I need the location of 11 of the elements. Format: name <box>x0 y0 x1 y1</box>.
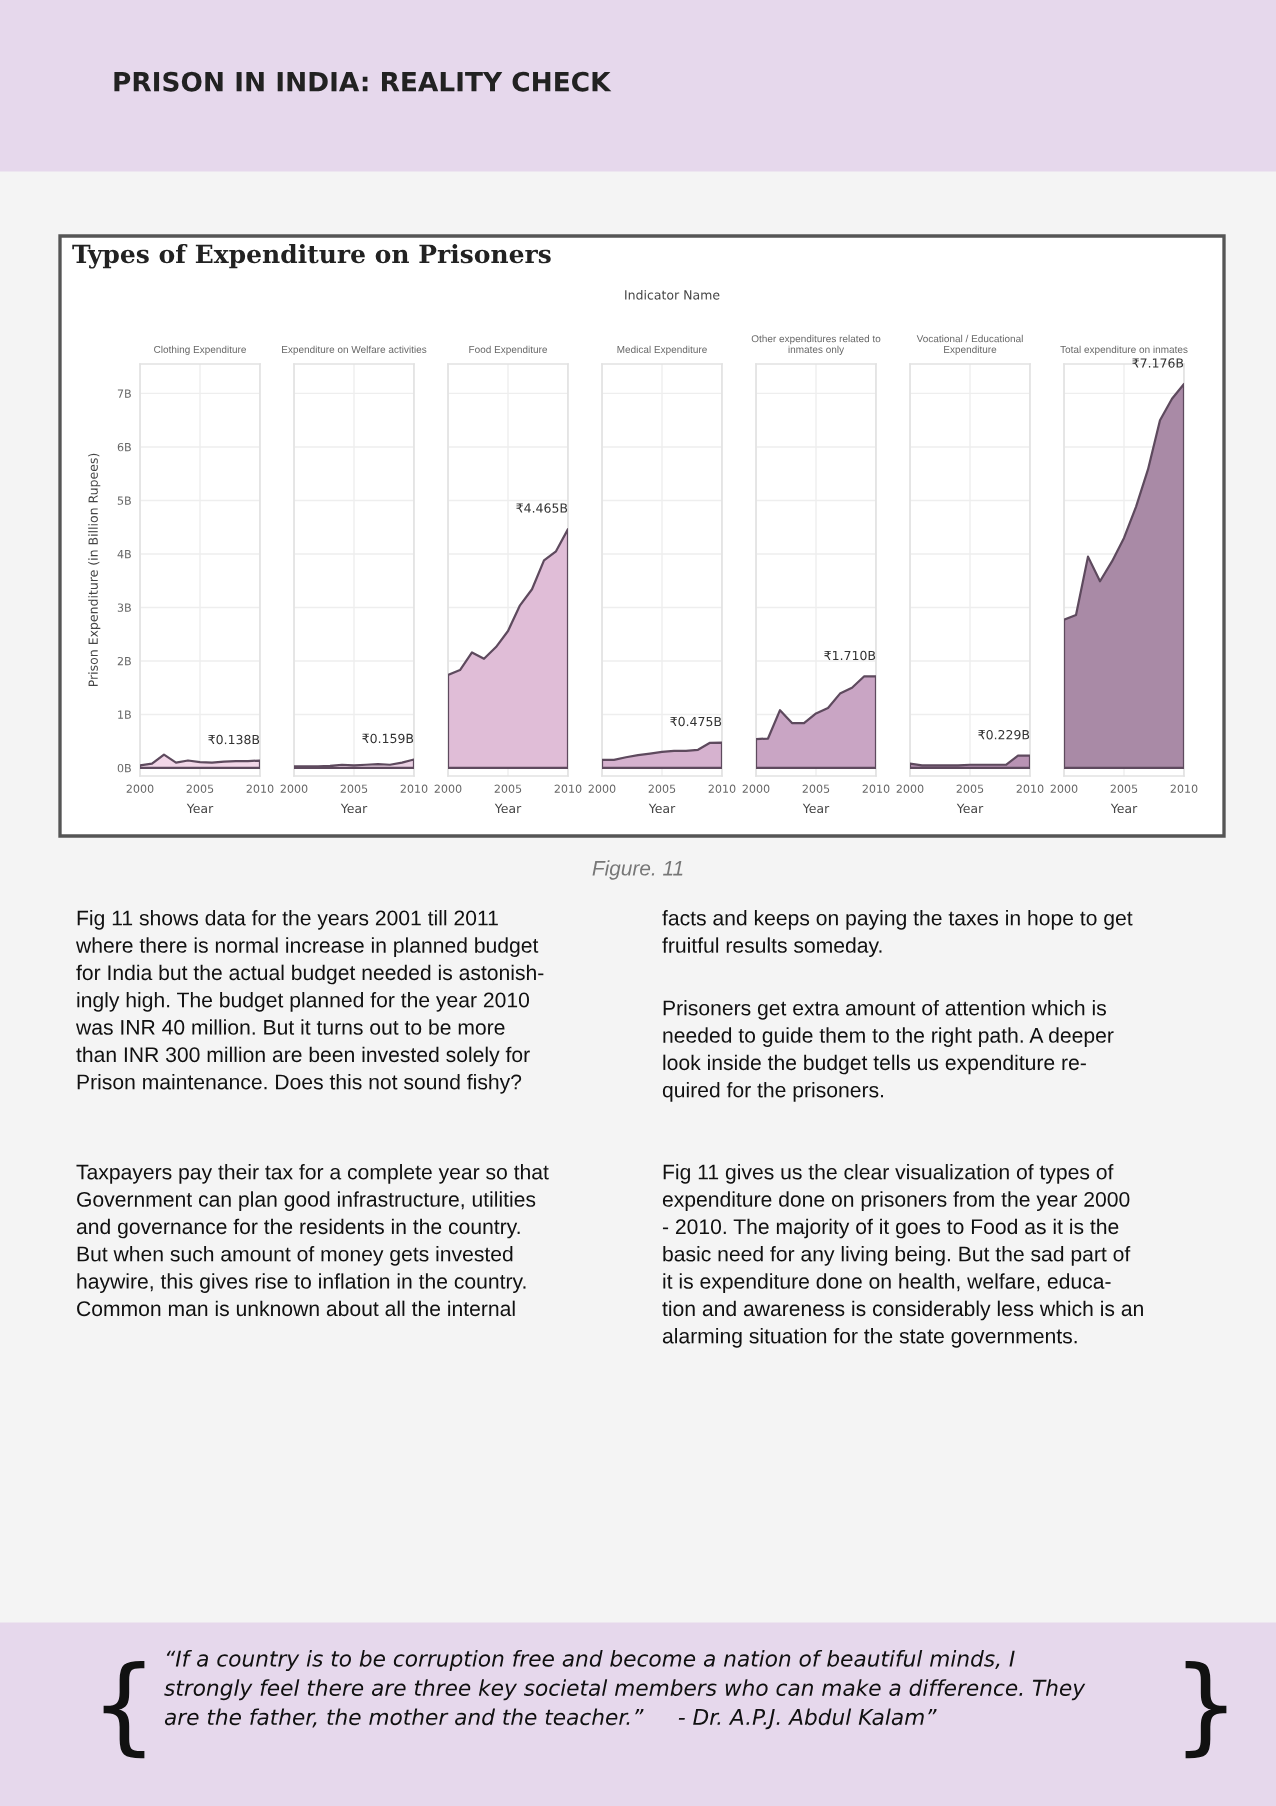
text: { <box>103 1660 145 1759</box>
text: PRISON IN INDIA: REALITY CHECK <box>114 71 612 92</box>
caption: Fig 11 gives us the clear visualization of types of expenditure done on prisoners from the year 2000 - 2010. The majority of it goes to Food as it is the basic need for any living being. But the sad part of it is expenditure done on health, welfare, educa- tion and awareness is considerably less which is an alarming situation for the state governments. <box>662 1164 1143 1348</box>
text: } <box>1185 1660 1227 1759</box>
text: Figure. 11 <box>592 860 683 880</box>
text: Types of Expenditure on Prisoners <box>72 244 551 269</box>
text: Taxpayers pay their tax for a complete year so that Government can plan good infrastructure, utilities and governance for the residents in the country. But when such amount of money gets invested haywire, this gives rise to inflation in the country. Common man is unknown about all the internal <box>76 1164 549 1317</box>
text: “If a country is to be corruption free and become a nation of beautiful minds, I strongly feel there are three key societal members who can make a difference. They are the father, the mother and the teacher.” - Dr. A.P.J. Abdul Kalam” <box>164 1650 1086 1730</box>
caption: Fig 11 shows data for the years 2001 till 2011 where there is normal increase in planned budget for India but the actual budget needed is astonish- ingly high. The budget planned for the year 2010 was INR 40 million. But it turns out to be more than INR 300 million are been invested solely for Prison maintenance. Does this not sound fishy? <box>75 910 544 1094</box>
text: facts and keeps on paying the taxes in hope to get fruitful results someday. <box>662 910 1133 958</box>
text: Prisoners get extra amount of attention which is needed to guide them to the right path. A deeper look inside the budget tells us expenditure re- quired for the prisoners. <box>662 1000 1114 1102</box>
